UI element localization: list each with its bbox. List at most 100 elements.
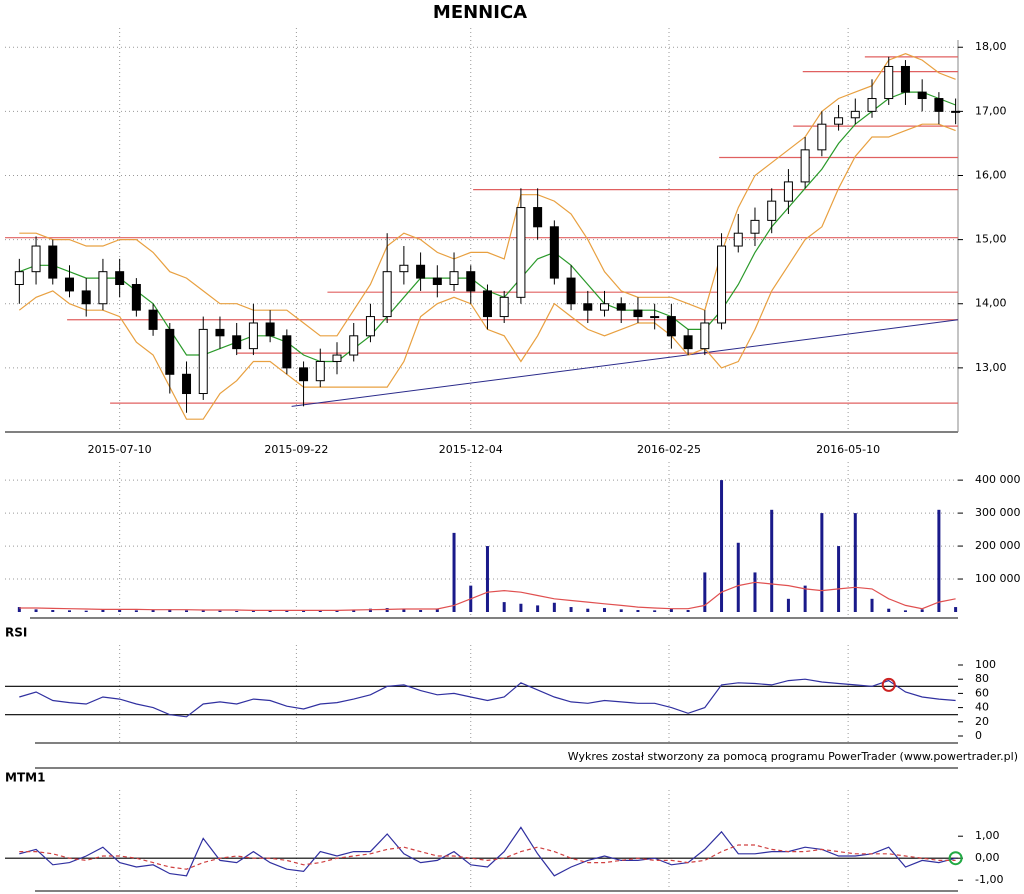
candle-body (365, 316, 375, 337)
panel-title: RSI (5, 626, 27, 640)
bar (703, 572, 707, 612)
bar (853, 513, 857, 612)
bar (419, 610, 423, 612)
candle-body (700, 322, 710, 350)
candle-body (583, 303, 593, 311)
candle-body (951, 110, 961, 113)
bar (502, 602, 506, 612)
chart-title: MENNICA (433, 2, 527, 23)
candle-body (750, 219, 760, 234)
bar (101, 609, 105, 612)
candle-body (733, 232, 743, 247)
candle-body (349, 335, 359, 356)
candle-body (934, 98, 944, 112)
bar (619, 609, 623, 612)
bar (385, 608, 389, 612)
bar (17, 607, 21, 612)
bar (285, 611, 289, 612)
bar (302, 610, 306, 612)
trend-line (291, 319, 959, 407)
candle-body (81, 290, 91, 305)
bar (820, 513, 824, 612)
y-tick-label: 14,00 (975, 297, 1007, 310)
y-tick-label: 20 (975, 715, 989, 728)
candle-body (248, 322, 258, 350)
candle-body (633, 309, 643, 318)
bar (887, 608, 891, 612)
candle-body (600, 303, 610, 311)
series-line (18, 123, 956, 420)
series-line (19, 826, 956, 877)
x-tick-label: 2015-12-04 (439, 443, 503, 456)
bar (435, 609, 439, 612)
candle-body (14, 271, 24, 286)
bar (452, 532, 456, 612)
bar (552, 602, 556, 612)
footer-note: Wykres został stworzony za pomocą progra… (568, 750, 1018, 763)
candle-body (382, 271, 392, 318)
signal-marker (881, 677, 896, 692)
candle-body (215, 328, 225, 337)
x-tick-label: 2015-09-22 (264, 443, 328, 456)
y-tick-label: -1,00 (975, 873, 1003, 886)
bar (67, 610, 71, 612)
bar (335, 610, 339, 612)
series-line (19, 844, 956, 870)
bar (903, 610, 907, 612)
bar (134, 610, 138, 612)
bar (786, 598, 790, 612)
bar (151, 609, 155, 612)
candle-body (683, 335, 693, 350)
bar (753, 572, 757, 612)
candle-body (48, 245, 58, 279)
series-line (19, 53, 956, 337)
bar (636, 610, 640, 612)
candle-body (399, 264, 409, 273)
y-tick-label: 15,00 (975, 233, 1007, 246)
candle-body (834, 117, 844, 125)
y-tick-label: 400 000 (975, 473, 1021, 486)
candle-body (917, 91, 927, 100)
candle-body (182, 373, 192, 395)
candle-body (64, 277, 74, 292)
candle-body (98, 271, 108, 305)
y-tick-label: 60 (975, 686, 989, 699)
panel-title: MTM1 (5, 771, 45, 785)
bar (870, 598, 874, 612)
bar (352, 609, 356, 612)
candle-body (131, 284, 141, 311)
y-tick-label: 100 000 (975, 572, 1021, 585)
bar (736, 542, 740, 612)
signal-marker (948, 851, 963, 866)
y-tick-label: 18,00 (975, 40, 1007, 53)
bar (84, 610, 88, 612)
candle-body (299, 367, 309, 382)
candle-body (516, 207, 526, 298)
candle-body (115, 271, 125, 286)
bar (954, 607, 958, 612)
candle-body (817, 123, 827, 151)
candle-body (884, 65, 894, 100)
bar (235, 611, 239, 612)
bar (51, 610, 55, 612)
candle-body (198, 328, 208, 395)
bar (218, 610, 222, 612)
candle-body (165, 328, 175, 375)
bar (653, 610, 657, 612)
bar (34, 609, 38, 612)
candle-body (282, 335, 292, 369)
bar (318, 610, 322, 612)
x-tick-label: 2016-02-25 (637, 443, 701, 456)
y-tick-label: 200 000 (975, 539, 1021, 552)
candle-body (717, 245, 727, 324)
series-line (19, 678, 956, 718)
candle-body (432, 277, 442, 286)
candle-body (867, 98, 877, 112)
candle-body (482, 290, 492, 318)
y-tick-label: 13,00 (975, 361, 1007, 374)
candle-body (315, 360, 325, 382)
bar (118, 610, 122, 612)
x-tick-label: 2015-07-10 (88, 443, 152, 456)
